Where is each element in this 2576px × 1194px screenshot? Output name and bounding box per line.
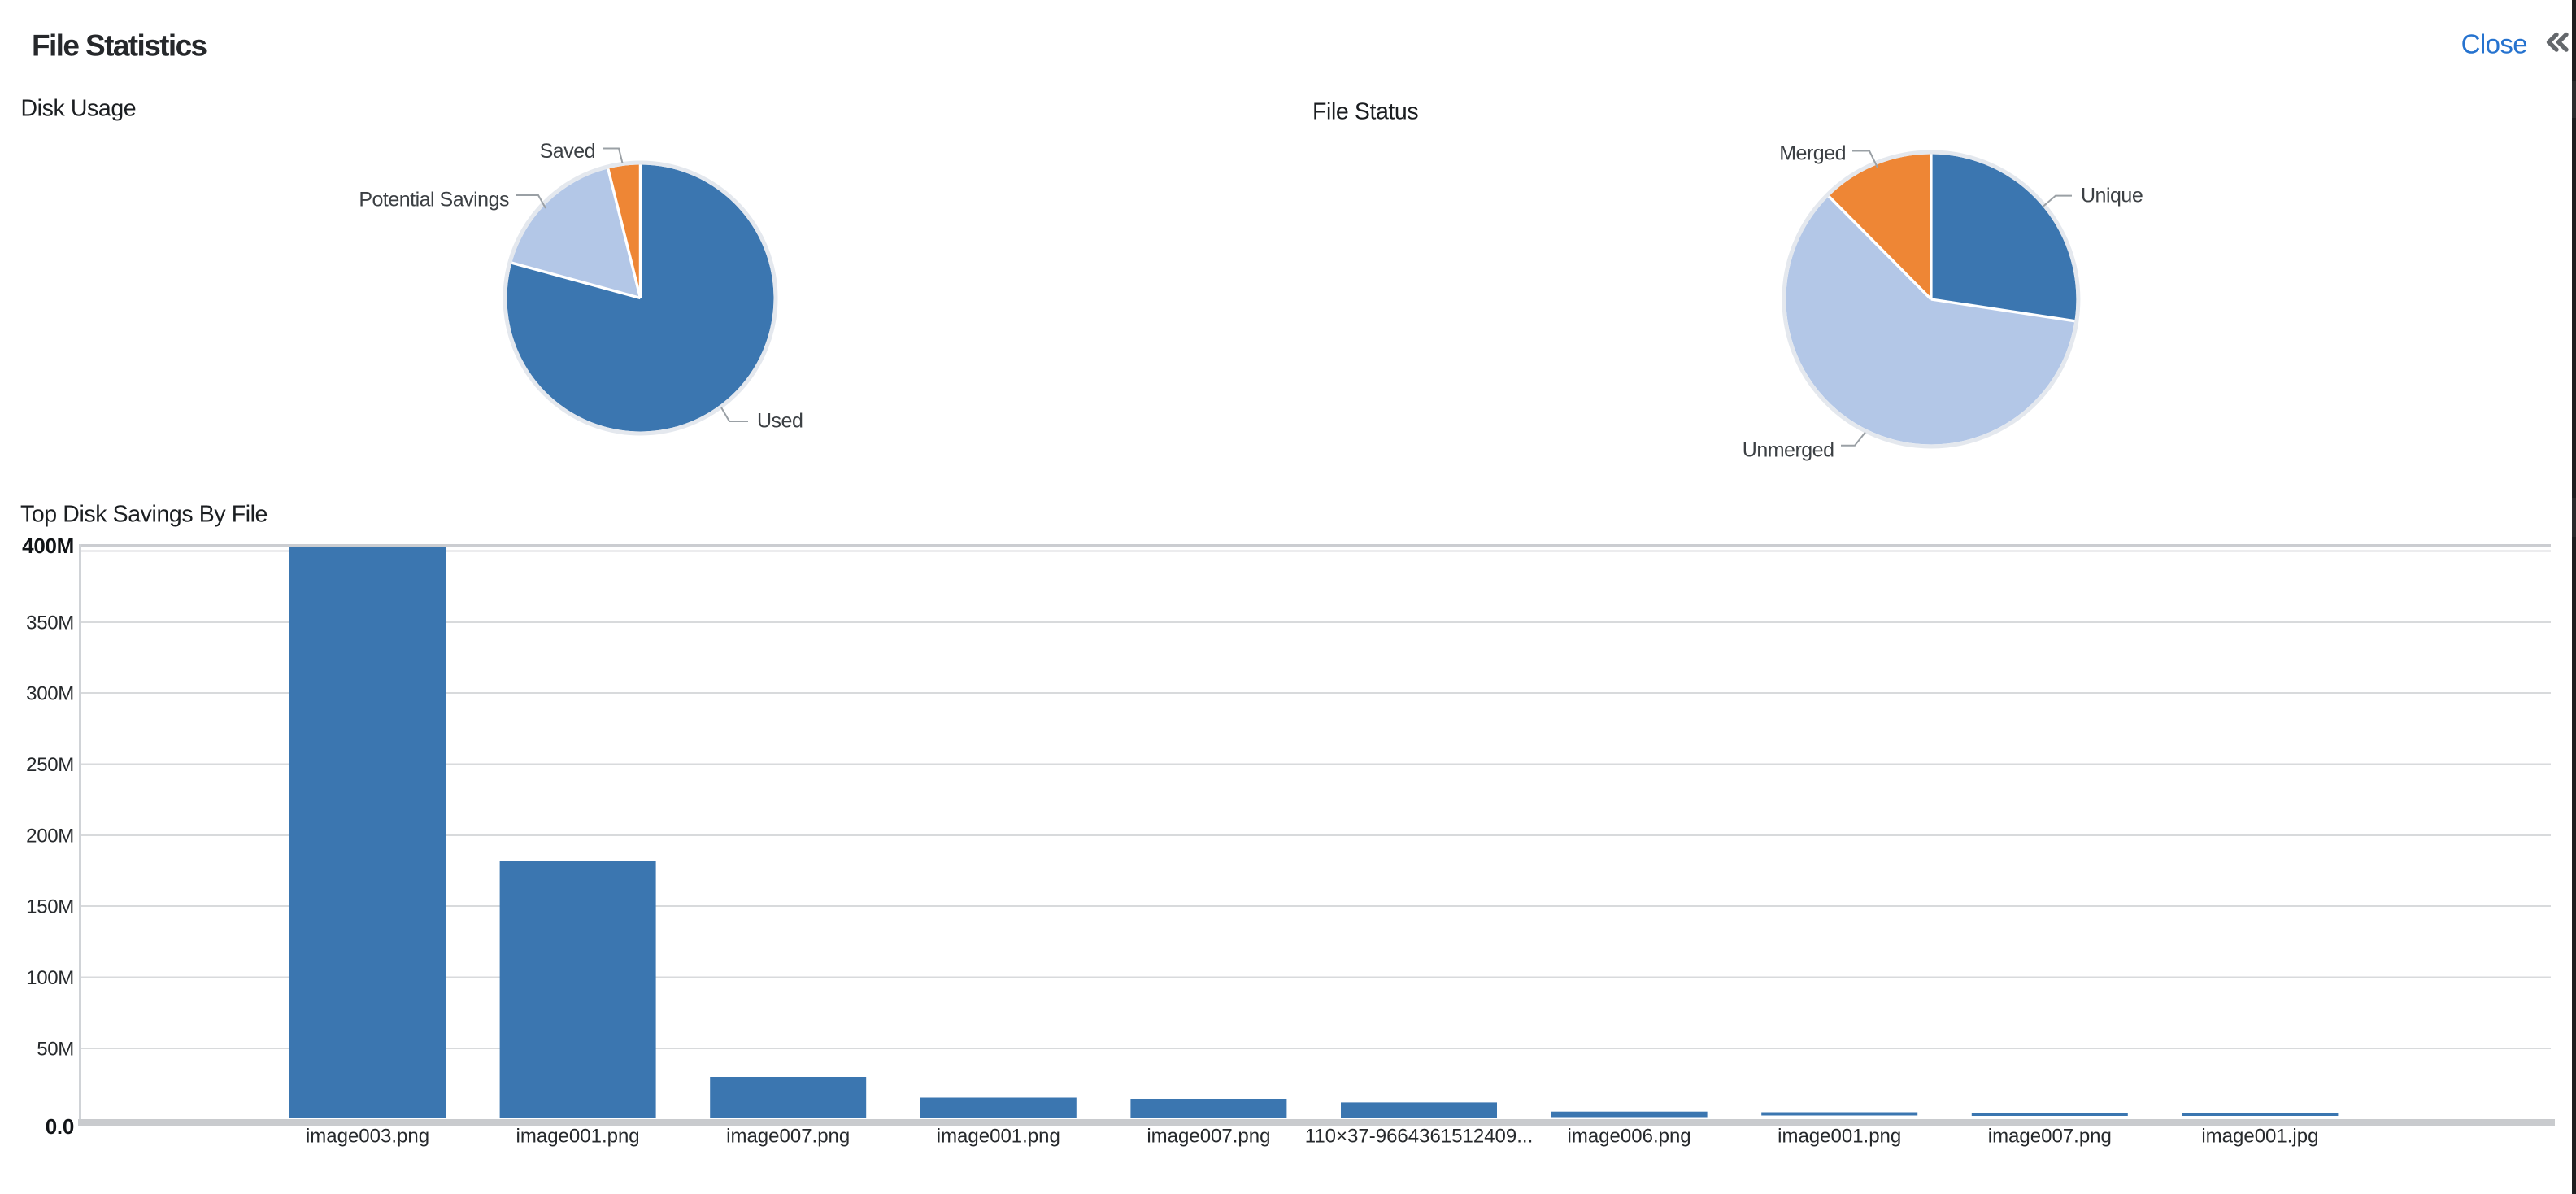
svg-text:image003.png: image003.png [306,1126,429,1148]
svg-text:File Statistics: File Statistics [32,29,207,63]
svg-text:Top Disk Savings By File: Top Disk Savings By File [20,502,268,528]
svg-text:image007.png: image007.png [1147,1126,1270,1148]
svg-text:File Status: File Status [1312,99,1418,125]
svg-text:50M: 50M [37,1039,74,1061]
svg-text:image007.png: image007.png [1988,1126,2112,1148]
svg-text:300M: 300M [26,683,74,705]
svg-text:200M: 200M [26,826,74,848]
svg-text:Potential Savings: Potential Savings [359,189,509,211]
svg-text:Used: Used [757,409,803,432]
svg-text:110×37-9664361512409...: 110×37-9664361512409... [1305,1126,1534,1148]
svg-text:image001.jpg: image001.jpg [2201,1126,2318,1148]
svg-text:image001.png: image001.png [1778,1126,1901,1148]
svg-text:400M: 400M [22,534,74,558]
svg-text:350M: 350M [26,612,74,634]
svg-text:Saved: Saved [540,140,595,163]
svg-text:Unmerged: Unmerged [1743,439,1834,462]
svg-text:Unique: Unique [2081,185,2143,207]
svg-text:image007.png: image007.png [726,1126,850,1148]
svg-text:image001.png: image001.png [516,1126,640,1148]
svg-text:250M: 250M [26,754,74,776]
svg-text:150M: 150M [26,896,74,918]
svg-text:100M: 100M [26,967,74,989]
svg-text:image001.png: image001.png [937,1126,1060,1148]
svg-text:0.0: 0.0 [46,1114,74,1139]
svg-text:Merged: Merged [1779,142,1846,165]
svg-text:Close: Close [2461,29,2527,59]
svg-text:image006.png: image006.png [1568,1126,1691,1148]
svg-text:Disk Usage: Disk Usage [21,96,137,122]
